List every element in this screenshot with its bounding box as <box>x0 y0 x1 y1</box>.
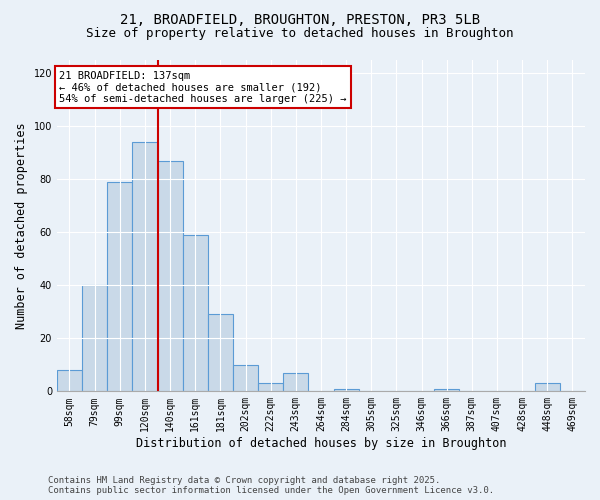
Bar <box>107 182 133 392</box>
Bar <box>182 235 208 392</box>
Text: 21 BROADFIELD: 137sqm
← 46% of detached houses are smaller (192)
54% of semi-det: 21 BROADFIELD: 137sqm ← 46% of detached … <box>59 70 347 104</box>
Bar <box>434 388 459 392</box>
Bar <box>233 365 258 392</box>
Bar <box>334 388 359 392</box>
Bar <box>283 373 308 392</box>
Bar <box>82 286 107 392</box>
Bar <box>535 384 560 392</box>
X-axis label: Distribution of detached houses by size in Broughton: Distribution of detached houses by size … <box>136 437 506 450</box>
Bar <box>208 314 233 392</box>
Text: Contains HM Land Registry data © Crown copyright and database right 2025.
Contai: Contains HM Land Registry data © Crown c… <box>48 476 494 495</box>
Bar <box>258 384 283 392</box>
Bar <box>133 142 158 392</box>
Y-axis label: Number of detached properties: Number of detached properties <box>15 122 28 329</box>
Bar <box>57 370 82 392</box>
Text: 21, BROADFIELD, BROUGHTON, PRESTON, PR3 5LB: 21, BROADFIELD, BROUGHTON, PRESTON, PR3 … <box>120 12 480 26</box>
Bar <box>158 160 182 392</box>
Text: Size of property relative to detached houses in Broughton: Size of property relative to detached ho… <box>86 28 514 40</box>
